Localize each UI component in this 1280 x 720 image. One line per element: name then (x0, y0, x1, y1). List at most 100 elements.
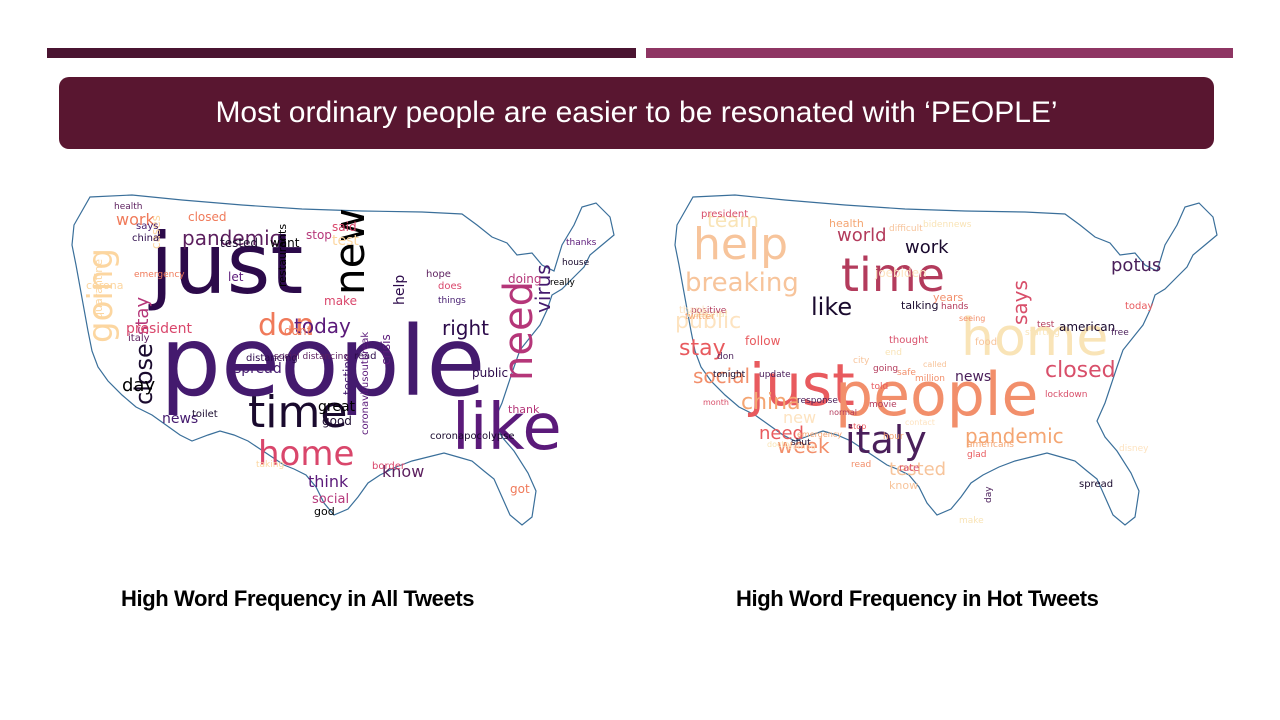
wordcloud-word: home (961, 308, 1108, 368)
wordcloud-word: just (148, 215, 303, 313)
wordcloud-word: starting (1025, 328, 1060, 338)
caption-all-tweets: High Word Frequency in All Tweets (121, 586, 475, 611)
wordcloud-word: years (933, 291, 964, 304)
wordcloud-word: right (442, 316, 489, 340)
wordcloud-word: social (693, 364, 750, 388)
wordcloud-word: like (452, 391, 562, 465)
wordcloud-word: home (258, 434, 354, 474)
wordcloud-word: day (122, 375, 155, 396)
wordcloud-word: called (923, 360, 947, 369)
wordcloud-word: told (871, 382, 888, 392)
wordcloud-word: hope (426, 269, 451, 280)
wordcloud-word: does (438, 281, 462, 292)
top-divider-accent (646, 48, 1233, 58)
wordcloud-word: border (372, 461, 406, 472)
wordcloud-word: says (136, 221, 158, 232)
wordcloud-word: good (322, 414, 352, 428)
wordcloud-word: tested (220, 236, 258, 250)
wordcloud-word: disney (1119, 444, 1149, 454)
wordcloud-word: closed (1045, 358, 1116, 383)
wordcloud-word: talking (901, 299, 939, 312)
wordcloud-word: day (984, 486, 994, 503)
wordcloud-word: work (905, 237, 949, 258)
wordcloud-word: like (811, 293, 852, 321)
wordcloud-word: health (114, 202, 143, 212)
wordcloud-word: china (132, 233, 159, 244)
wordcloud-word: just (747, 351, 855, 419)
wordcloud-word: shut (791, 438, 811, 448)
wordcloud-word: need (496, 281, 542, 381)
wordcloud-word: health (829, 217, 864, 230)
wordcloud-word: know (889, 479, 918, 492)
wordcloud-word: americans (967, 440, 1014, 450)
wordcloud-word: seeing (959, 314, 985, 323)
wordcloud-word: help (693, 219, 788, 270)
wordcloud-word: american (1059, 320, 1115, 334)
wordcloud-word: difficult (889, 224, 923, 234)
wordcloud-word: let (228, 270, 244, 284)
wordcloud-word: contact (905, 418, 935, 427)
wordcloud-word: read (851, 460, 871, 470)
wordcloud-word: thanks (566, 238, 597, 248)
wordcloud-word: people (160, 306, 485, 418)
wordcloud-word: distancing (246, 353, 298, 364)
wordcloud-word: bidennews (923, 220, 972, 230)
wordcloud-word: italy (128, 333, 150, 344)
wordcloud-word: house (562, 258, 590, 268)
wordcloud-word: news (162, 411, 198, 427)
wordcloud-word: hands (941, 302, 969, 312)
wordcloud-word: safe (897, 368, 916, 378)
wordcloud-word: national (687, 309, 728, 320)
wordcloud-word: stop (306, 228, 332, 242)
wordcloud-word: got (510, 482, 530, 496)
wordcloud-word: need (759, 423, 804, 444)
wordcloud-word: says (1008, 280, 1032, 325)
wordcloud-word: potus (1111, 255, 1161, 276)
wordcloud-word: close (130, 343, 158, 405)
wordcloud-word: new (783, 408, 816, 427)
wordcloud-word: coronapocolypse (430, 431, 515, 442)
wordcloud-word: taking (256, 460, 284, 470)
wordcloud-word: help (392, 275, 408, 305)
wordcloud-word: thank (679, 305, 708, 316)
wordcloud-word: read (354, 351, 377, 362)
wordcloud-word: social distancing (274, 352, 349, 362)
wordcloud-word: coronavirusoutbreak (360, 332, 371, 435)
wordcloud-word: response (797, 396, 838, 406)
wordcloud-word: putting (787, 442, 816, 451)
wordcloud-word: follow (745, 334, 781, 348)
wordcloud-word: stay (132, 297, 153, 335)
wordcloud-word: thought (889, 335, 928, 346)
wordcloud-hot-tweets: just people help home time italy like closed pan… (665, 185, 1225, 530)
us-map-outline (674, 194, 1218, 526)
caption-hot-tweets: High Word Frequency in Hot Tweets (736, 586, 1099, 611)
wordcloud-word: pandemic (182, 226, 281, 250)
wordcloud-word: hour (883, 432, 904, 442)
wordcloud-word: don (717, 352, 734, 362)
wordcloud-word: testing (341, 353, 355, 395)
wordcloud-word: time (248, 387, 347, 438)
wordcloud-word: rate (899, 463, 919, 474)
wordcloud-word: closed (188, 210, 227, 224)
wordcloud-word: today (294, 314, 351, 338)
wordcloud-word: emergency (797, 430, 842, 439)
wordcloud-word: president (701, 209, 748, 220)
wordcloud-word: president (126, 321, 193, 337)
wordcloud-word: positive (691, 306, 727, 316)
wordcloud-word: emergency (134, 270, 185, 280)
us-map-outline (71, 194, 615, 526)
wordcloud-word: going (81, 248, 121, 343)
wordcloud-word: great (318, 399, 356, 415)
wordcloud-word: don (258, 308, 314, 343)
wordcloud-word: food (975, 337, 997, 348)
wordcloud-word: million (915, 374, 945, 384)
wordcloud-word: pandemic (965, 424, 1064, 448)
wordcloud-word: today (1125, 301, 1154, 312)
wordcloud-word: free (1111, 328, 1129, 338)
wordcloud-word: doctor (767, 440, 793, 449)
slide-title-banner: Most ordinary people are easier to be re… (59, 77, 1214, 149)
wordcloud-word: italy (845, 418, 927, 462)
wordcloud-word: going (873, 364, 898, 374)
wordcloud-word: want (270, 236, 300, 250)
